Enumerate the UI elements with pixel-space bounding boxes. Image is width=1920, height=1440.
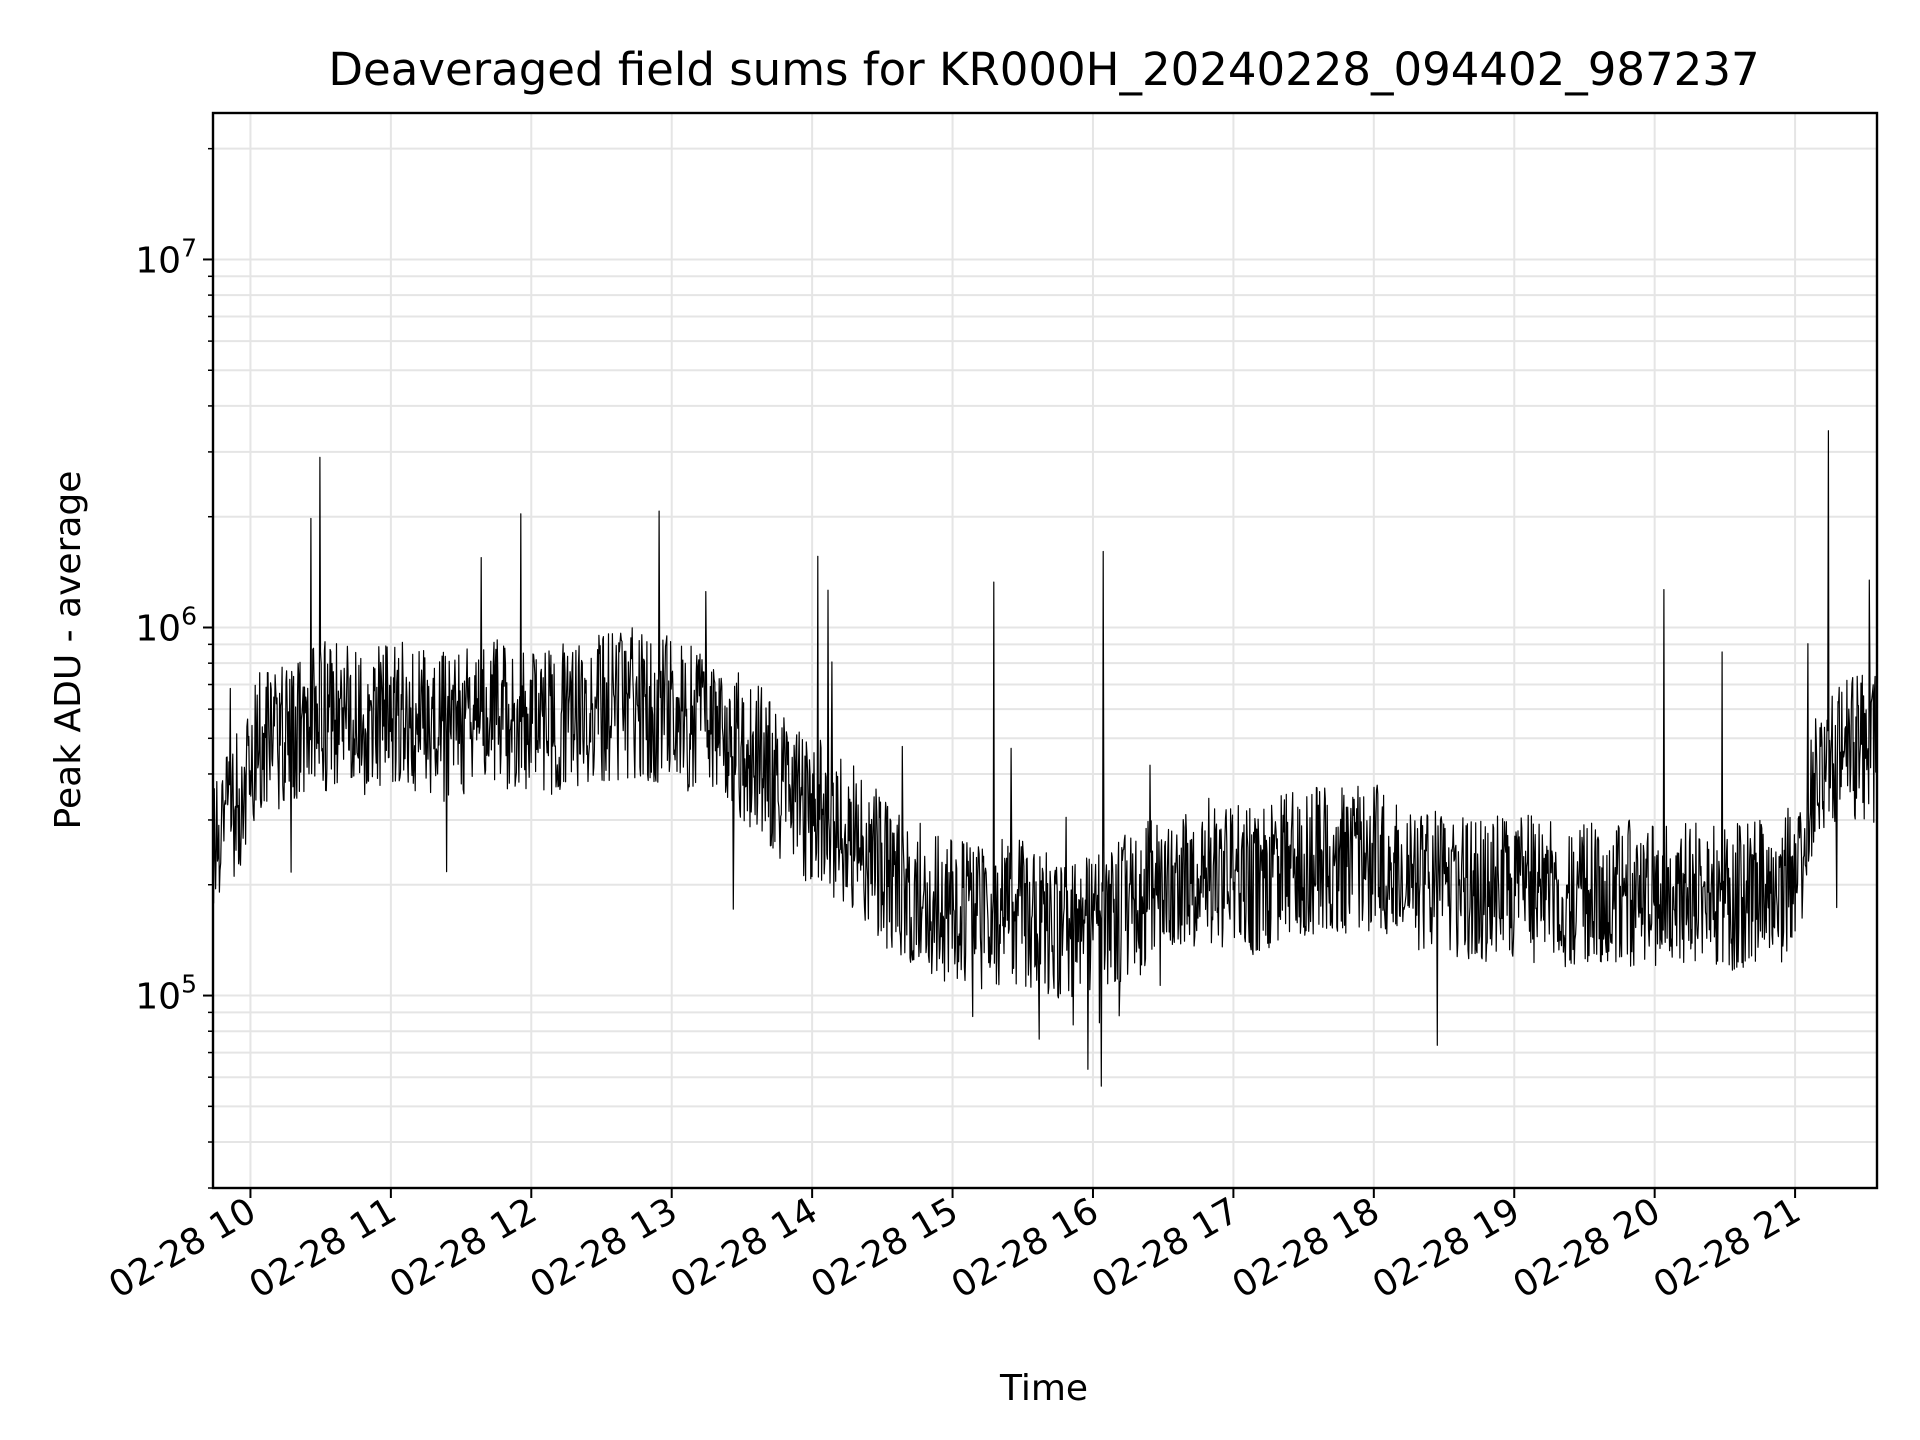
y-tick-label: 105 xyxy=(135,970,197,1018)
x-axis-label: Time xyxy=(999,1368,1088,1409)
y-tick-label: 106 xyxy=(135,602,197,650)
x-tick-label: 02-28 16 xyxy=(945,1190,1106,1306)
x-tick-label: 02-28 13 xyxy=(524,1190,685,1306)
y-tick-label: 107 xyxy=(135,233,197,281)
data-layer xyxy=(212,430,1878,1087)
grid-layer xyxy=(213,113,1877,1189)
plot-frame xyxy=(211,111,1879,1190)
y-tick-exponent: 5 xyxy=(181,970,197,999)
x-tick-label: 02-28 14 xyxy=(664,1190,825,1306)
y-axis-label: Peak ADU - average xyxy=(48,471,89,830)
y-tick-base: 10 xyxy=(135,240,181,281)
x-tick-label: 02-28 10 xyxy=(102,1190,263,1306)
y-tick-base: 10 xyxy=(135,977,181,1018)
data-series-line xyxy=(212,430,1878,1087)
x-tick-label: 02-28 19 xyxy=(1366,1190,1527,1306)
x-tick-label: 02-28 12 xyxy=(383,1190,544,1306)
chart-title: Deaveraged field sums for KR000H_2024022… xyxy=(328,43,1759,96)
y-tick-base: 10 xyxy=(135,609,181,650)
x-tick-label: 02-28 20 xyxy=(1506,1190,1667,1306)
x-tick-label: 02-28 18 xyxy=(1226,1190,1387,1306)
x-tick-label: 02-28 11 xyxy=(243,1190,404,1306)
x-tick-label: 02-28 15 xyxy=(804,1190,965,1306)
x-tick-label: 02-28 17 xyxy=(1085,1190,1246,1306)
x-tick-label: 02-28 21 xyxy=(1647,1190,1808,1306)
y-tick-exponent: 6 xyxy=(181,602,197,631)
y-tick-exponent: 7 xyxy=(181,233,197,262)
